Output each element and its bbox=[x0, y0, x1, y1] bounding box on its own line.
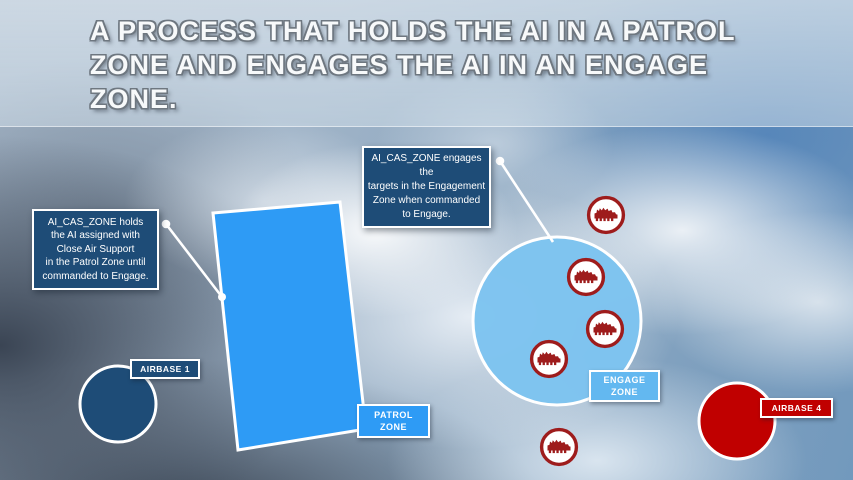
patrol-zone-label: PATROL ZONE bbox=[357, 404, 430, 438]
airbase4-label-text: AIRBASE 4 bbox=[771, 403, 822, 413]
patrol-callout-line bbox=[161, 219, 226, 301]
enemy-tank-icon bbox=[529, 339, 569, 379]
title-band: A PROCESS THAT HOLDS THE AI IN A PATROL … bbox=[0, 0, 853, 127]
enemy-tank-icon bbox=[585, 309, 625, 349]
patrol-note-callout: AI_CAS_ZONE holds the AI assigned with C… bbox=[32, 209, 159, 290]
airbase1-shape bbox=[78, 364, 158, 444]
airbase4-label: AIRBASE 4 bbox=[760, 398, 833, 418]
engage-zone-label-line1: ENGAGE bbox=[603, 374, 646, 385]
patrol-note-text: AI_CAS_ZONE holds the AI assigned with C… bbox=[42, 217, 149, 282]
slide-title: A PROCESS THAT HOLDS THE AI IN A PATROL … bbox=[90, 16, 736, 115]
enemy-tank-icon bbox=[586, 195, 626, 235]
patrol-zone-shape bbox=[211, 200, 368, 452]
engage-zone-label-line2: ZONE bbox=[610, 387, 638, 397]
engage-zone-label: ENGAGE ZONE bbox=[589, 370, 660, 402]
engage-note-callout: AI_CAS_ZONE engages the targets in the E… bbox=[362, 146, 491, 228]
engage-callout-line bbox=[495, 156, 555, 243]
enemy-tank-icon bbox=[566, 257, 606, 297]
patrol-zone-label-line1: PATROL bbox=[374, 409, 413, 420]
airbase4-shape bbox=[697, 381, 777, 461]
airbase1-label-text: AIRBASE 1 bbox=[140, 364, 190, 374]
patrol-zone-label-line2: ZONE bbox=[379, 422, 407, 432]
airbase1-label: AIRBASE 1 bbox=[130, 359, 200, 379]
engage-note-text: AI_CAS_ZONE engages the targets in the E… bbox=[367, 153, 486, 220]
enemy-tank-icon bbox=[539, 427, 579, 467]
